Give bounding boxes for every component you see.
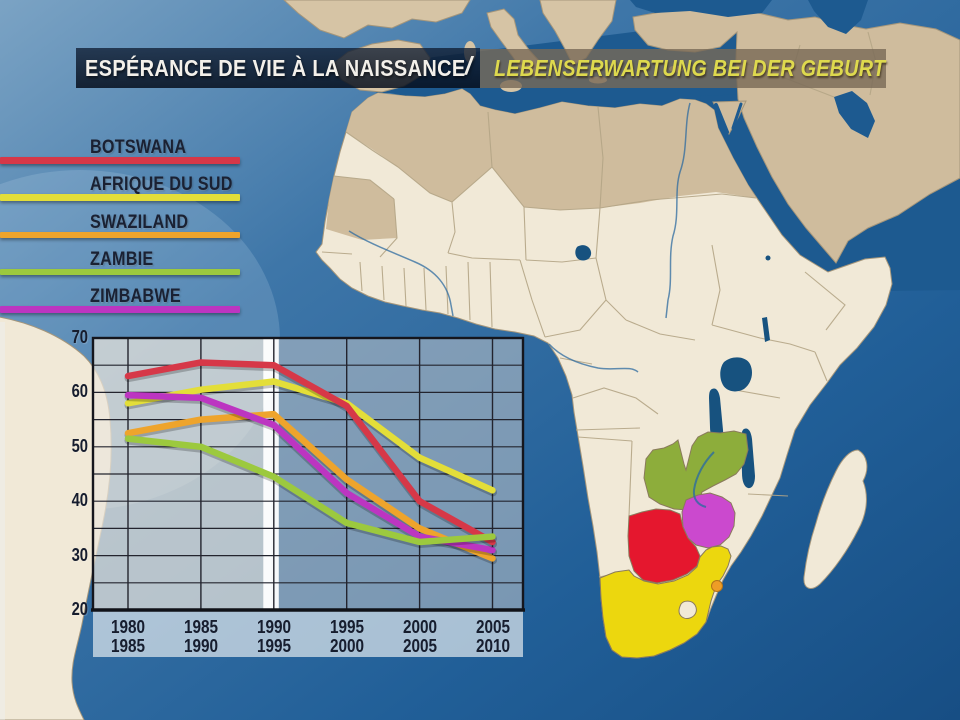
lake-turkana (762, 317, 770, 342)
country-borders (321, 31, 877, 578)
gulf-of-suez (714, 103, 729, 134)
caspian-sea (808, 0, 868, 34)
video-edge-artifact (0, 322, 5, 720)
legend: BOTSWANA AFRIQUE DU SUD SWAZILAND ZAMBIE… (0, 137, 270, 325)
series-line-Zambie (124, 435, 496, 546)
title-german: LEBENSERWARTUNG BEI DER GEBURT (494, 55, 886, 81)
series-line-Afrique du Sud (124, 378, 496, 494)
legend-color-line (0, 157, 240, 164)
title-separator: / (465, 52, 472, 80)
series-line-Swaziland (124, 410, 496, 562)
legend-color-line (0, 268, 240, 276)
map-country-swaziland (711, 580, 723, 592)
legend-item: BOTSWANA (0, 137, 270, 176)
congo-river (548, 343, 639, 373)
legend-color-line (0, 194, 240, 201)
lake-chad (575, 245, 592, 261)
legend-label: ZIMBABWE (90, 286, 181, 308)
rivers (348, 102, 691, 373)
black-sea (630, 0, 772, 17)
legend-label: SWAZILAND (90, 211, 189, 233)
lake-tanganyika (709, 388, 724, 441)
lake-tana (765, 255, 771, 261)
x-axis-label-strip (93, 610, 523, 657)
persian-gulf (834, 91, 875, 138)
europe-coast (283, 0, 471, 39)
map-country-south-africa (599, 545, 732, 659)
niger-river (348, 230, 454, 317)
legend-color-line (0, 231, 240, 239)
title-french: ESPÉRANCE DE VIE À LA NAISSANCE (85, 54, 466, 81)
lake-victoria (720, 357, 752, 392)
series-line-Botswana (124, 359, 496, 546)
legend-item: ZAMBIE (0, 248, 270, 288)
legend-item: ZIMBABWE (0, 286, 270, 325)
legend-label: ZAMBIE (90, 248, 154, 270)
africa-continent (315, 88, 893, 659)
sahara-region (346, 89, 756, 210)
legend-color-line (0, 306, 240, 313)
highlighted-countries (599, 430, 749, 659)
legend-label: BOTSWANA (90, 137, 187, 158)
legend-item: SWAZILAND (0, 211, 270, 251)
mauritania-region (326, 176, 397, 240)
lakes (575, 245, 771, 489)
legend-label: AFRIQUE DU SUD (90, 174, 233, 196)
title-band-french: ESPÉRANCE DE VIE À LA NAISSANCE / (76, 48, 480, 88)
zambezi-river (692, 451, 715, 508)
madagascar (803, 449, 868, 589)
nile-river (665, 102, 691, 319)
title-band-german: LEBENSERWARTUNG BEI DER GEBURT (480, 49, 886, 88)
legend-item: AFRIQUE DU SUD (0, 174, 270, 213)
gulf-of-aqaba (731, 102, 743, 130)
